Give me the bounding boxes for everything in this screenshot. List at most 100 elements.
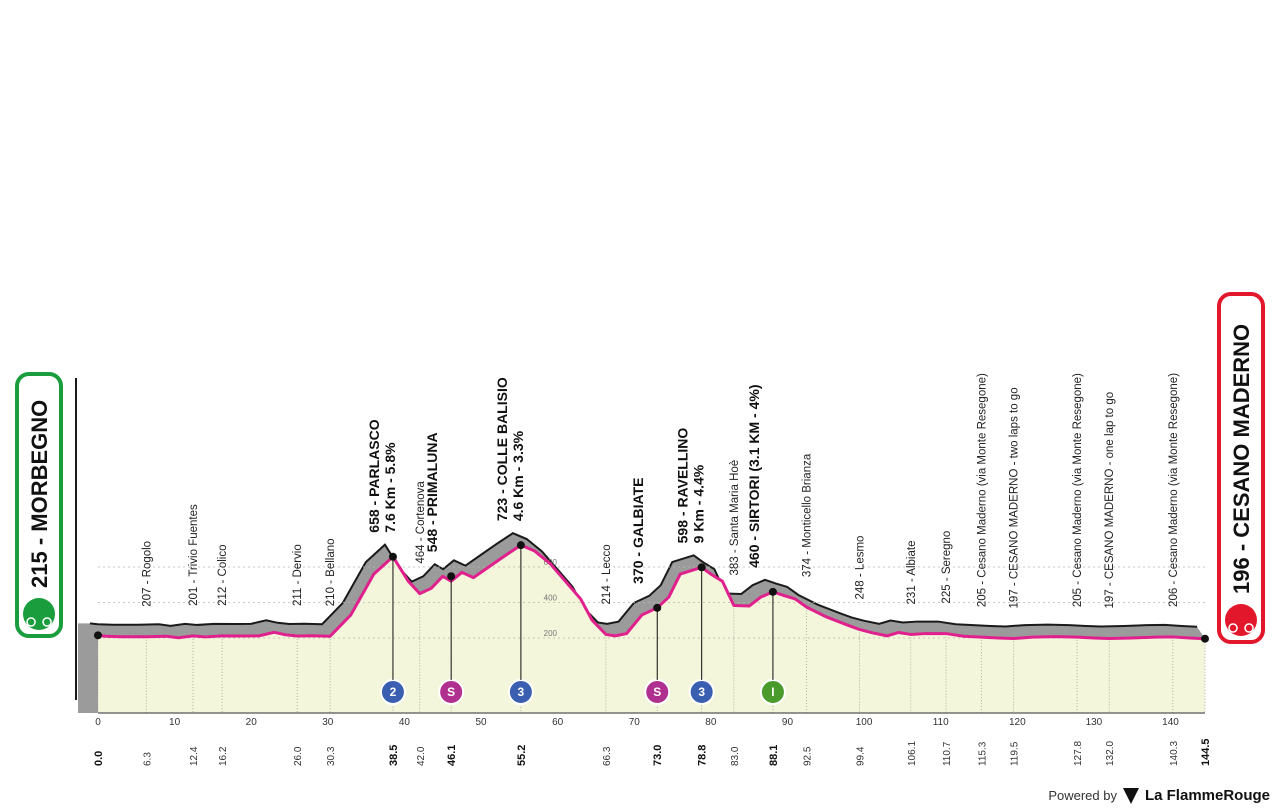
waypoint-label: 197 - CESANO MADERNO - two laps to go xyxy=(1008,387,1020,608)
finish-marker: 196 - CESANO MADERNO xyxy=(1217,292,1265,644)
waypoint-label: 383 - Santa Maria Hoè xyxy=(729,460,741,576)
climb-sublabel: 9 Km - 4.4% xyxy=(691,464,707,543)
climb-label: 723 - COLLE BALISIO xyxy=(494,377,510,521)
climb-badge-text: S xyxy=(653,685,661,699)
cyclist-icon xyxy=(23,598,55,630)
climb-badge-text: 3 xyxy=(698,685,705,699)
x-tick-label: 80 xyxy=(705,717,717,728)
km-marker-label: 73.0 xyxy=(652,745,664,766)
km-marker-label: 16.2 xyxy=(218,746,229,766)
finish-marker-label: 196 - CESANO MADERNO xyxy=(1229,324,1254,594)
start-marker-label: 215 - MORBEGNO xyxy=(27,400,52,588)
footer-credit: Powered by La FlammeRouge xyxy=(1048,787,1270,804)
climb-label: 548 - PRIMALUNA xyxy=(424,432,440,552)
km-marker-label: 119.5 xyxy=(1009,741,1020,766)
km-marker-label: 88.1 xyxy=(768,745,780,766)
km-marker-label: 92.5 xyxy=(803,746,814,766)
waypoint-label: 206 - Cesano Maderno (via Monte Resegone… xyxy=(1168,373,1180,607)
km-marker-label: 12.4 xyxy=(189,746,200,766)
climb-label: 370 - GALBIATE xyxy=(630,478,646,584)
brand-name: La FlammeRouge xyxy=(1144,787,1270,804)
km-marker-label: 140.3 xyxy=(1169,741,1180,766)
x-tick-label: 10 xyxy=(169,717,181,728)
waypoint-label: 464 - Cortenova xyxy=(415,481,427,564)
cyclist-icon xyxy=(1225,604,1257,636)
x-tick-label: 0 xyxy=(95,717,101,728)
km-marker-label: 46.1 xyxy=(446,745,458,766)
waypoint-label: 248 - Lesmo xyxy=(854,536,866,600)
km-marker-label: 66.3 xyxy=(602,746,613,766)
route-line xyxy=(97,543,1206,641)
x-tick-label: 30 xyxy=(322,717,334,728)
profile-shadow-layer xyxy=(75,378,1205,713)
waypoint-label: 212 - Colico xyxy=(217,544,229,605)
x-tick-label: 90 xyxy=(782,717,794,728)
x-tick-label: 50 xyxy=(475,717,487,728)
route-line-layer xyxy=(97,543,1206,641)
start-finish-markers: 215 - MORBEGNO 196 - CESANO MADERNO xyxy=(15,292,1265,644)
km-marker-label: 42.0 xyxy=(416,746,427,766)
waypoint-label: 207 - Rogolo xyxy=(141,541,153,607)
km-marker-label: 26.0 xyxy=(293,746,304,766)
start-point xyxy=(94,631,102,640)
climb-badge-text: I xyxy=(771,685,774,699)
altitude-tick-label: 400 xyxy=(544,594,558,603)
waypoint-label: 201 - Trivio Fuentes xyxy=(188,504,200,606)
waypoint-label: 225 - Seregno xyxy=(941,531,953,604)
x-tick-label: 60 xyxy=(552,717,564,728)
profile-area xyxy=(98,545,1205,713)
climb-badges: 2 S 3 S 3 I xyxy=(94,541,1209,705)
start-marker: 215 - MORBEGNO xyxy=(15,372,63,638)
profile-area-layer xyxy=(98,545,1205,713)
x-tick-label: 110 xyxy=(933,717,949,728)
waypoint-label: 214 - Lecco xyxy=(601,544,613,604)
x-tick-label: 120 xyxy=(1009,717,1026,728)
waypoint-label: 374 - Monticello Brianza xyxy=(802,453,814,577)
x-tick-label: 20 xyxy=(246,717,258,728)
km-marker-label: 115.3 xyxy=(977,741,988,766)
climb-badge-text: 2 xyxy=(390,685,397,699)
waypoint-label: 197 - CESANO MADERNO - one lap to go xyxy=(1104,392,1116,609)
x-tick-label: 100 xyxy=(856,717,873,728)
km-marker-label: 6.3 xyxy=(142,752,153,766)
bike-wheels-icon xyxy=(26,617,52,627)
powered-by-text: Powered by xyxy=(1048,788,1117,803)
x-tick-label: 140 xyxy=(1162,717,1179,728)
x-tick-label: 70 xyxy=(629,717,641,728)
km-marker-label: 55.2 xyxy=(516,745,528,766)
km-marker-label: 106.1 xyxy=(907,741,918,766)
km-marker-label: 78.8 xyxy=(697,745,709,766)
km-marker-label: 83.0 xyxy=(730,746,741,766)
km-marker-label: 99.4 xyxy=(855,746,866,766)
start-marker-pill xyxy=(15,372,63,638)
flamme-rouge-logo-icon xyxy=(1122,787,1139,804)
waypoint-label: 210 - Bellano xyxy=(325,538,337,606)
waypoint-label: 211 - Dervio xyxy=(292,544,304,606)
km-marker-label: 30.3 xyxy=(326,746,337,766)
bike-wheels-icon xyxy=(1228,623,1254,633)
waypoint-labels: 207 - Rogolo 201 - Trivio Fuentes 212 - Co… xyxy=(141,373,1180,609)
km-marker-label: 144.5 xyxy=(1200,738,1212,766)
profile-outline xyxy=(89,532,1198,628)
finish-point xyxy=(1201,634,1209,643)
distance-axis: 0 10 20 30 40 50 60 70 80 90 100 110 120 130 140 0.0 6.3… xyxy=(93,712,1212,766)
km-marker-label: 38.5 xyxy=(388,745,400,766)
waypoint-label: 205 - Cesano Maderno (via Monte Resegone… xyxy=(976,373,988,607)
climb-badge-text: S xyxy=(447,685,455,699)
waypoint-label: 205 - Cesano Maderno (via Monte Resegone… xyxy=(1072,373,1084,607)
climb-badge-text: 3 xyxy=(518,685,525,699)
climb-sublabel: 7.6 Km - 5.8% xyxy=(382,442,398,533)
finish-marker-pill xyxy=(1217,292,1265,644)
climb-label: 460 - SIRTORI (3.1 KM - 4%) xyxy=(746,385,762,568)
x-tick-label: 130 xyxy=(1086,717,1103,728)
climb-label: 658 - PARLASCO xyxy=(366,419,382,532)
km-marker-label: 110.7 xyxy=(942,741,953,766)
altitude-tick-label: 200 xyxy=(544,629,558,638)
km-marker-label: 132.0 xyxy=(1105,741,1116,766)
km-marker-label: 127.8 xyxy=(1073,741,1084,766)
profile-shadow xyxy=(78,533,1205,713)
km-marker-label: 0.0 xyxy=(93,751,105,766)
waypoint-label: 231 - Albiate xyxy=(906,541,918,605)
climb-sublabel: 4.6 Km - 3.3% xyxy=(510,430,526,521)
